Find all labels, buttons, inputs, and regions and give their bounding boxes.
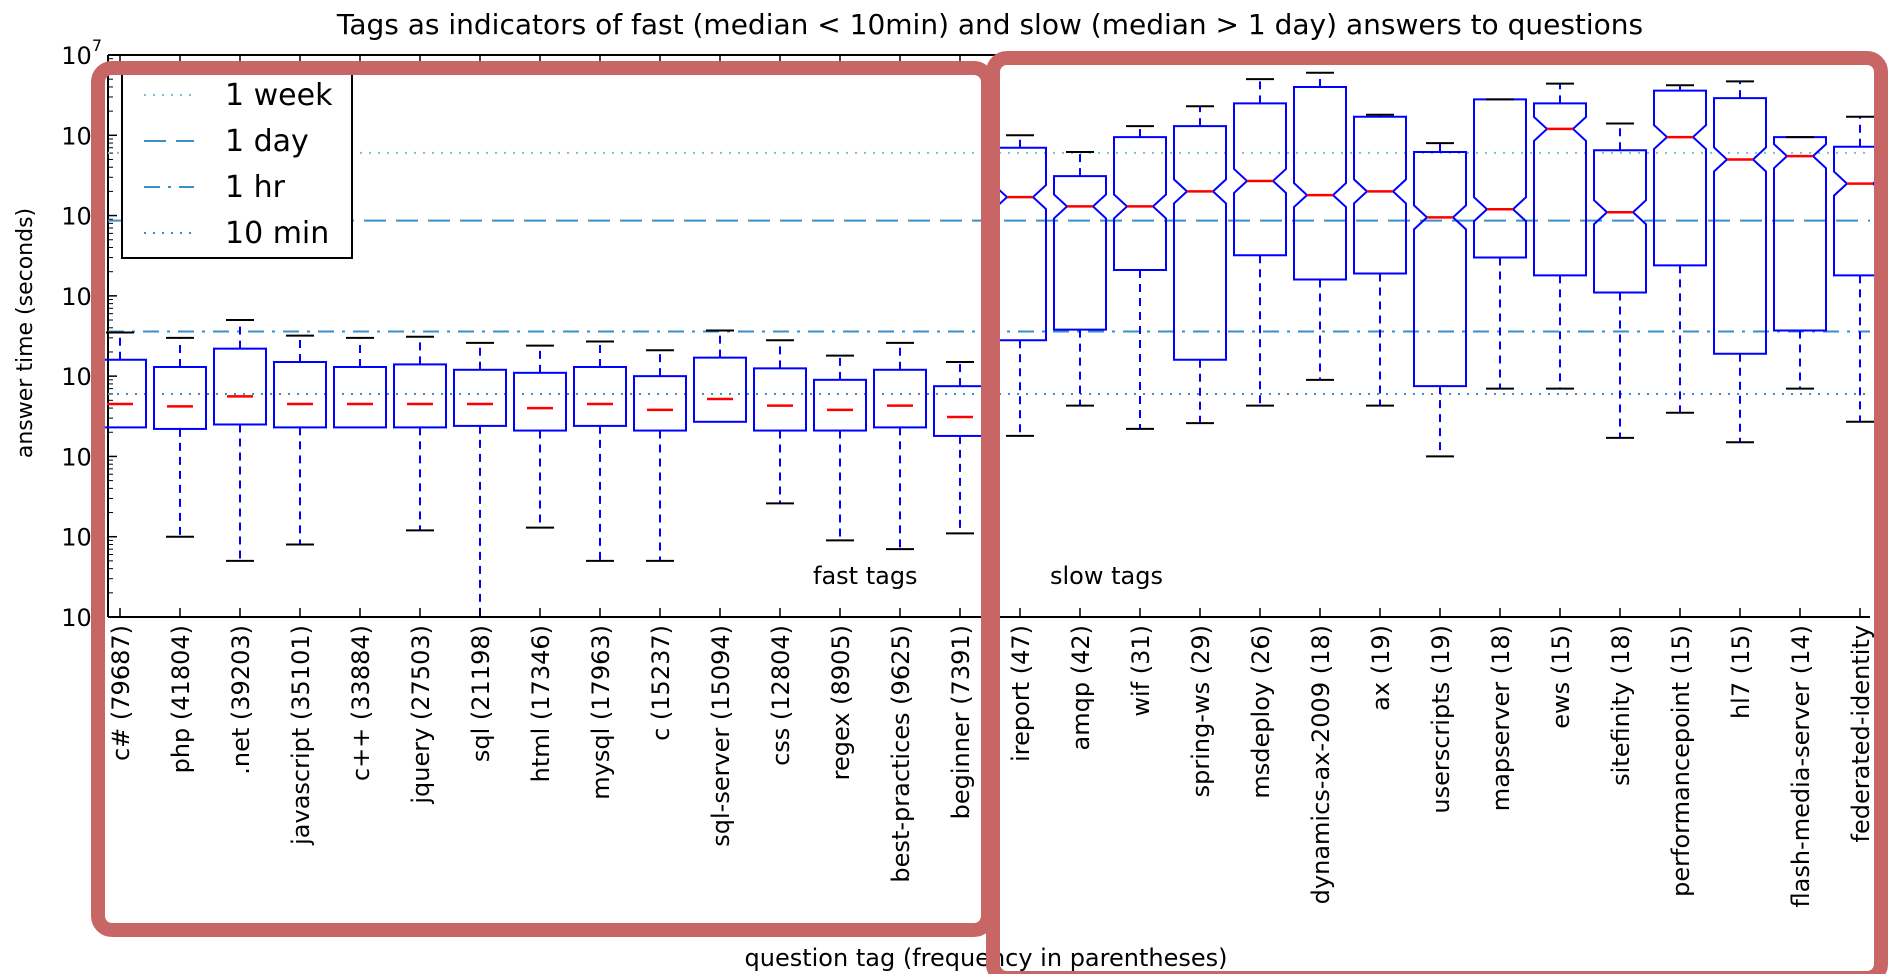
x-tick-label: c# (79687): [107, 625, 135, 761]
box-11: [753, 339, 807, 505]
box-body: [453, 368, 507, 427]
box-21: [1353, 113, 1407, 407]
box-body: [393, 363, 447, 429]
box-23: [1473, 98, 1527, 390]
x-tick-label: mysql (17963): [587, 625, 615, 800]
box-body: [1713, 97, 1767, 355]
x-tick-label: performancepoint (15): [1667, 625, 1695, 897]
box-body: [1293, 85, 1347, 281]
x-tick-label: c++ (33884): [347, 625, 375, 781]
box-body: [813, 378, 867, 432]
x-tick-label: ax (19): [1367, 625, 1395, 711]
box-6: [453, 341, 507, 617]
box-body: [993, 146, 1047, 342]
legend-box: [121, 67, 353, 259]
box-body: [1773, 136, 1827, 332]
x-tick-label: msdeploy (26): [1247, 625, 1275, 799]
x-tick-label: userscripts (19): [1427, 625, 1455, 814]
box-body: [753, 367, 807, 432]
x-tick-label: federated-identity: [1847, 625, 1875, 842]
x-tick-label: ireport (47): [1007, 625, 1035, 762]
x-tick-label: ews (15): [1547, 625, 1575, 729]
box-1: [153, 336, 207, 538]
legend-label: 10 min: [225, 216, 329, 251]
box-26: [1653, 84, 1707, 414]
box-5: [393, 335, 447, 532]
x-tick-label: regex (8905): [827, 625, 855, 780]
box-body: [513, 371, 567, 432]
box-14: [933, 361, 987, 535]
box-28: [1773, 136, 1827, 390]
slow-tags-highlight: [986, 51, 1888, 974]
box-body: [333, 365, 387, 429]
x-tick-label: mapserver (18): [1487, 625, 1515, 811]
x-tick-label: hl7 (15): [1727, 625, 1755, 719]
box-3: [273, 334, 327, 546]
box-17: [1113, 125, 1167, 430]
box-25: [1593, 122, 1647, 439]
box-body: [1593, 149, 1647, 294]
legend-label: 1 hr: [225, 170, 286, 205]
box-10: [693, 329, 747, 423]
x-tick-label: php (41804): [167, 625, 195, 773]
box-body: [1533, 102, 1587, 277]
box-body: [153, 365, 207, 430]
y-axis-label: answer time (seconds): [13, 208, 38, 458]
x-tick-label: beginner (7391): [947, 625, 975, 819]
x-tick-label: wif (31): [1127, 625, 1155, 717]
legend-label: 1 day: [225, 124, 309, 159]
box-9: [633, 349, 687, 562]
box-13: [873, 341, 927, 551]
x-tick-label: amqp (42): [1067, 625, 1095, 750]
box-body: [873, 368, 927, 429]
box-body: [1353, 115, 1407, 275]
box-8: [573, 340, 627, 562]
box-body: [1473, 98, 1527, 259]
x-tick-label: sql (21198): [467, 625, 495, 762]
legend-label: 1 week: [225, 78, 333, 113]
box-18: [1173, 105, 1227, 425]
chart-title: Tags as indicators of fast (median < 10m…: [336, 8, 1643, 41]
box-body: [213, 347, 267, 426]
box-body: [1173, 125, 1227, 361]
box-16: [1053, 150, 1107, 407]
x-tick-label: flash-media-server (14): [1787, 625, 1815, 907]
x-tick-label: sql-server (15094): [707, 625, 735, 847]
x-tick-label: css (12804): [767, 625, 795, 766]
x-tick-label: sitefinity (18): [1607, 625, 1635, 786]
box-body: [633, 375, 687, 432]
x-tick-label: .net (39203): [227, 625, 255, 775]
box-4: [333, 336, 387, 429]
x-tick-label: javascript (35101): [287, 625, 315, 846]
box-2: [213, 319, 267, 562]
box-22: [1413, 142, 1467, 458]
slow-tags-label: slow tags: [1050, 562, 1163, 590]
box-body: [1653, 89, 1707, 267]
box-27: [1713, 80, 1767, 444]
box-body: [1233, 102, 1287, 257]
box-15: [993, 134, 1047, 437]
box-7: [513, 344, 567, 529]
box-body: [1113, 136, 1167, 271]
x-tick-label: best-practices (9625): [887, 625, 915, 883]
x-tick-label: spring-ws (29): [1187, 625, 1215, 797]
box-12: [813, 354, 867, 542]
x-tick-label: dynamics-ax-2009 (18): [1307, 625, 1335, 904]
box-24: [1533, 82, 1587, 390]
x-tick-label: c (15237): [647, 625, 675, 741]
box-20: [1293, 71, 1347, 381]
box-19: [1233, 78, 1287, 407]
box-body: [573, 365, 627, 427]
y-tick-label: 107: [61, 36, 102, 70]
box-body: [933, 385, 987, 437]
x-tick-label: jquery (27503): [407, 625, 435, 805]
box-body: [693, 356, 747, 423]
x-tick-label: html (17346): [527, 625, 555, 782]
box-body: [1413, 150, 1467, 388]
box-body: [1053, 175, 1107, 331]
box-body: [273, 361, 327, 429]
fast-tags-label: fast tags: [813, 562, 918, 590]
